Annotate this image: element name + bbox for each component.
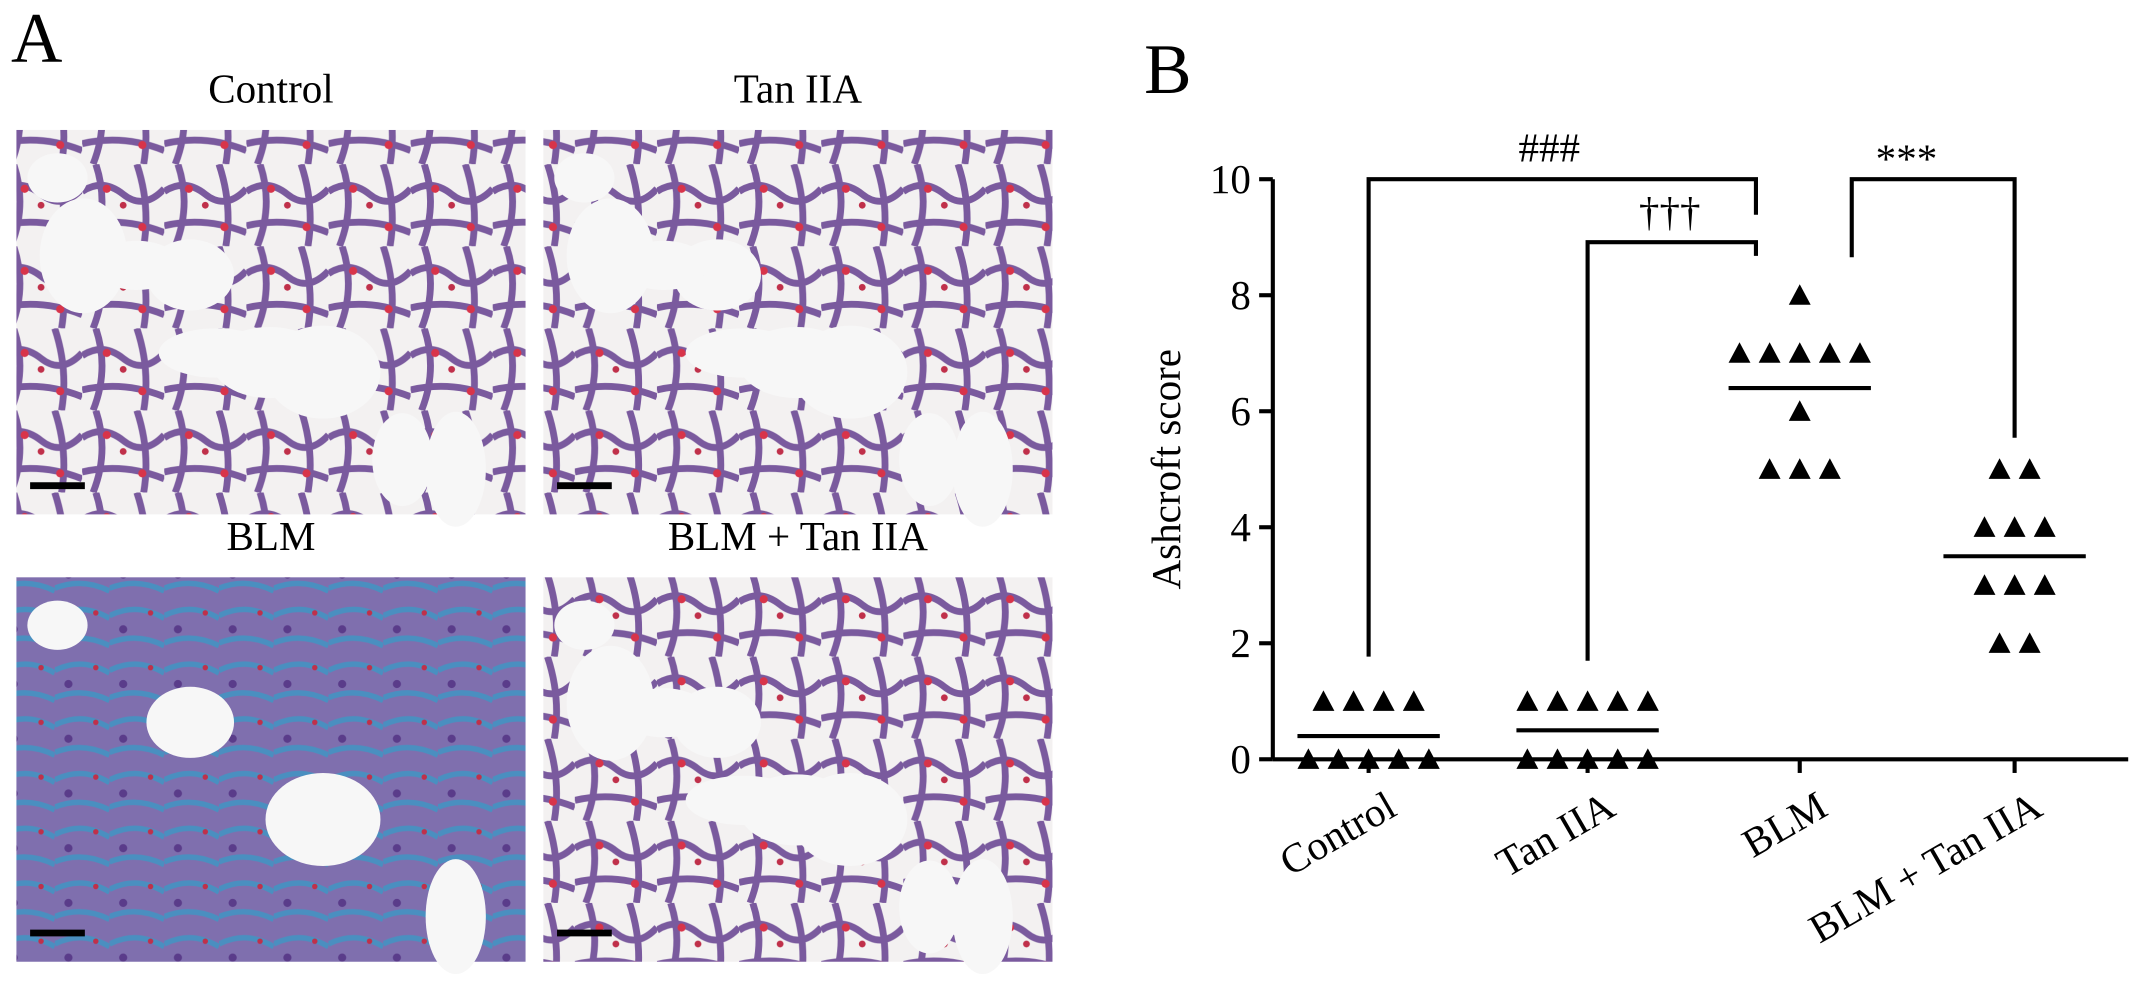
image-title: BLM + Tan IIA <box>668 513 928 559</box>
data-point <box>1312 690 1335 711</box>
data-point <box>1818 458 1841 479</box>
significance-label: ††† <box>1639 189 1701 235</box>
data-point <box>1973 574 1996 595</box>
significance-bracket <box>1849 177 2017 438</box>
alveolus <box>685 775 801 825</box>
alveolus <box>39 198 128 314</box>
image-title: Tan IIA <box>734 66 863 112</box>
y-axis-label: Ashcroft score <box>1143 349 1189 589</box>
alveolus <box>425 411 486 527</box>
data-point <box>1327 748 1350 769</box>
y-tick-label: 6 <box>1230 388 1251 434</box>
data-point <box>1849 342 1871 363</box>
alveolus <box>952 411 1013 527</box>
data-point <box>1758 342 1781 363</box>
data-point <box>1788 284 1811 305</box>
data-point <box>1988 632 2011 653</box>
alveolus <box>425 859 486 975</box>
alveolus <box>146 686 235 758</box>
data-point <box>1387 748 1410 769</box>
significance-bracket <box>1366 177 1758 657</box>
x-tick-label: BLM + Tan IIA <box>1801 782 2050 952</box>
y-tick-label: 8 <box>1230 272 1251 318</box>
data-point <box>1576 690 1599 711</box>
data-point <box>1417 748 1440 769</box>
alveolus <box>899 413 960 507</box>
y-tick-label: 0 <box>1230 736 1251 782</box>
alveolus <box>27 153 88 203</box>
x-tick-label: BLM <box>1734 782 1834 866</box>
significance-label: *** <box>1876 135 1938 181</box>
data-point <box>1973 516 1996 537</box>
panel-label: B <box>1144 31 1191 109</box>
data-point <box>2003 516 2026 537</box>
data-point <box>2033 516 2056 537</box>
data-point <box>2033 574 2056 595</box>
data-point <box>1636 748 1659 769</box>
panel-label: A <box>11 0 62 78</box>
data-point <box>2018 632 2041 653</box>
image-title: BLM <box>227 513 316 559</box>
data-point <box>2003 574 2026 595</box>
alveolus <box>566 198 655 314</box>
data-point <box>1988 458 2011 479</box>
data-point <box>1546 748 1569 769</box>
alveolus <box>372 413 433 507</box>
data-point <box>1516 748 1539 769</box>
y-tick-label: 10 <box>1210 156 1251 202</box>
significance-bracket <box>1585 240 1758 661</box>
x-tick-label: Tan IIA <box>1488 782 1622 886</box>
significance-label: ### <box>1518 124 1580 170</box>
y-tick-label: 2 <box>1230 620 1251 666</box>
alveolus <box>554 153 615 203</box>
y-tick-label: 4 <box>1230 504 1251 550</box>
data-point <box>1636 690 1659 711</box>
alveolus <box>158 328 274 378</box>
data-point <box>1402 690 1425 711</box>
data-point <box>1818 342 1841 363</box>
data-point <box>1576 748 1599 769</box>
alveolus <box>27 600 88 650</box>
x-tick-label: Control <box>1272 782 1404 885</box>
data-point <box>1606 748 1629 769</box>
alveolus <box>685 328 801 378</box>
image-title: Control <box>208 66 333 112</box>
data-point <box>1758 458 1781 479</box>
data-point <box>1372 690 1395 711</box>
data-point <box>1342 690 1365 711</box>
data-point <box>1788 400 1811 421</box>
alveolus <box>566 645 655 761</box>
data-point <box>2018 458 2041 479</box>
data-point <box>1546 690 1569 711</box>
data-point <box>1728 342 1751 363</box>
data-point <box>1606 690 1629 711</box>
data-point <box>1516 690 1539 711</box>
alveolus <box>265 772 381 866</box>
data-point <box>1357 748 1380 769</box>
data-point <box>1788 342 1811 363</box>
data-point <box>1297 748 1320 769</box>
data-point <box>1788 458 1811 479</box>
alveolus <box>899 860 960 954</box>
alveolus <box>952 859 1013 975</box>
alveolus <box>554 600 615 650</box>
